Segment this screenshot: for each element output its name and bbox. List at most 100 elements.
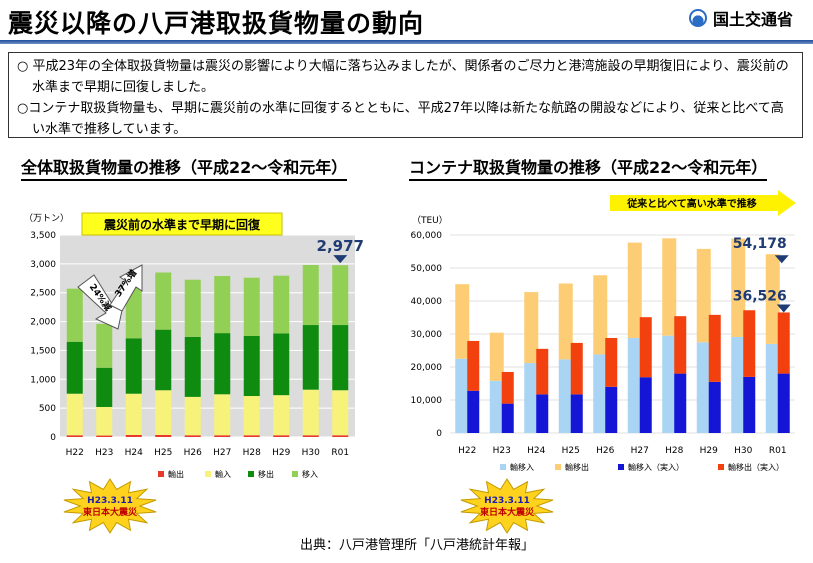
bar-import-total [696,342,711,433]
y-tick-label: 40,000 [411,297,443,307]
ministry-emblem-icon [689,9,707,27]
bar-segment [66,341,83,394]
x-tick-label: H24 [125,448,143,458]
trend-arrow-text: 従来と比べて高い水準で推移 [626,197,757,210]
bar-segment [184,435,201,437]
total-value-label: 2,977 [317,237,364,255]
bar-export-total [558,283,573,360]
bar-import-actual [605,386,618,433]
x-tick-label: R01 [331,448,349,458]
bar-export-actual [605,337,618,387]
bar-segment [66,288,83,342]
bar-segment [243,435,260,437]
bar-segment [125,393,142,435]
legend-swatch [618,464,624,470]
y-tick-label: 1,000 [30,375,56,385]
badge-name: 東日本大震災 [83,506,138,518]
y-tick-label: 20,000 [411,363,443,373]
decrease-arrow [77,274,125,330]
total-all-marker-icon [774,255,789,264]
bar-import-actual [777,373,790,433]
y-axis-unit: （万トン） [24,213,69,224]
x-tick-label: H22 [458,446,476,456]
x-tick-label: H26 [596,446,614,456]
bar-import-actual [467,390,480,433]
y-tick-label: 1,500 [30,346,56,356]
bar-import-actual [674,373,687,433]
bar-import-total [489,380,504,433]
bar-segment [302,435,319,437]
legend-label: 輸入 [215,469,231,479]
bar-segment [273,395,290,436]
x-tick-label: H28 [665,446,683,456]
container-cargo-chart: 0 10,000 20,000 30,000 40,000 50,000 60,000 （TE… [411,190,796,472]
legend-label: 輸移出 [565,462,589,472]
y-axis-unit: （TEU） [412,215,448,226]
bar-export-actual [708,314,721,382]
bar-import-total [524,363,539,433]
bar-segment [96,406,113,436]
bar-export-actual [467,340,480,391]
bar-export-total [489,332,504,381]
bar-export-total [455,284,470,359]
left-chart-title: 全体取扱貨物量の推移（平成22～令和元年） [21,157,348,181]
badge-name: 東日本大震災 [480,506,535,518]
x-tick-label: H28 [243,448,261,458]
burst-shape [460,478,554,534]
y-tick-label: 60,000 [411,231,443,241]
x-tick-label: H30 [734,446,752,456]
bar-import-total [765,343,780,433]
y-tick-label: 0 [50,433,56,443]
x-tick-label: H22 [66,448,84,458]
bar-export-actual [570,342,583,395]
burst-shape [63,478,157,534]
page-title: 震災以降の八戸港取扱貨物量の動向 [8,9,425,38]
bar-export-total [662,238,677,336]
bar-import-total [627,337,642,433]
callout-text: 震災前の水準まで早期に回復 [104,217,261,232]
bar-import-actual [536,394,549,433]
x-tick-label: H23 [493,446,511,456]
bar-import-total [731,336,746,433]
y-tick-label: 0 [436,429,442,439]
bar-export-actual [743,310,756,377]
legend-swatch [158,471,164,477]
total-actual-label: 36,526 [733,288,787,304]
y-tick-label: 3,500 [30,231,56,241]
x-tick-label: H23 [95,448,113,458]
legend-swatch [292,471,298,477]
summary-line-2: ○コンテナ取扱貨物量も、早期に震災前の水準に回復するとともに、平成27年以降は新… [17,101,784,137]
bar-segment [155,329,172,391]
trend-arrow [610,190,796,216]
bar-export-actual [777,312,790,374]
bar-segment [155,390,172,435]
increase-arrow [109,264,143,312]
bar-export-total [627,242,642,338]
total-cargo-chart: 0 500 1,000 1,500 2,000 2,500 3,000 3,500 （万トン） H… [24,212,364,479]
callout-box [81,212,283,236]
bar-segment [214,333,231,395]
legend-swatch [205,471,211,477]
bar-segment [214,275,231,334]
bar-segment [214,394,231,436]
bar-segment [155,434,172,437]
y-tick-label: 500 [39,404,56,414]
bar-segment [302,265,319,326]
total-marker-icon [333,255,348,264]
y-tick-label: 50,000 [411,264,443,274]
bar-segment [332,325,349,391]
bar-import-actual [570,394,583,433]
bar-segment [243,277,260,336]
bar-segment [155,272,172,330]
x-tick-label: H26 [184,448,202,458]
bar-segment [332,390,349,436]
badge-date: H23.3.11 [87,496,133,506]
bar-segment [273,275,290,334]
bar-segment [214,435,231,437]
legend-label: 移出 [258,469,274,479]
bar-import-total [558,359,573,433]
bar-export-total [524,292,539,364]
bar-segment [243,396,260,436]
summary-line-1: ○ 平成23年の全体取扱貨物量は震災の影響により大幅に落ち込みましたが、関係者の… [17,59,789,95]
